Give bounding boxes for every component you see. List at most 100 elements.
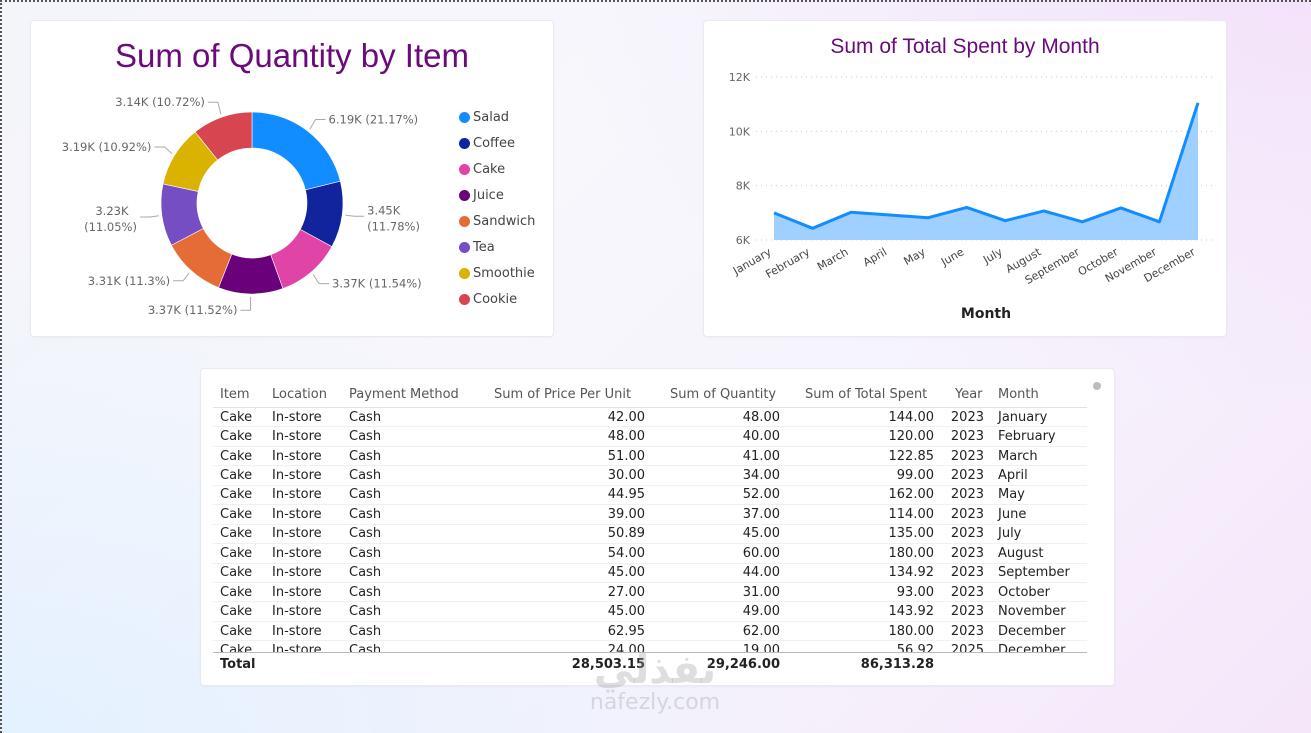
table-cell: Cash [349,506,382,522]
data-point-may[interactable] [925,215,931,221]
legend-item-coffee[interactable]: Coffee [459,130,535,156]
donut-slice-cookie[interactable] [194,111,253,161]
legend-item-cake[interactable]: Cake [459,156,535,182]
table-visual[interactable]: Item Location Payment Method Sum of Price P… [201,369,1114,685]
line-series[interactable] [773,102,1200,230]
table-cell: 135.00 [888,526,935,542]
donut-leader-line [309,119,326,130]
data-point-june[interactable] [964,204,970,210]
donut-chart-visual[interactable]: Sum of Quantity by Item 6.19K (21.17%) 3.… [31,21,553,336]
data-point-november[interactable] [1156,219,1162,225]
legend-dot-icon [459,137,470,149]
donut-data-label: 6.19K (21.17%) [329,113,419,127]
table-cell: 48.00 [742,409,780,425]
table-cell: 162.00 [888,487,935,503]
table-cell: 44.95 [607,487,645,503]
table-row[interactable]: Cake In-store Cash 45.00 49.00 143.92 2023 Nove… [213,602,1087,622]
table-cell: 2023 [950,526,984,542]
table-cell: September [998,565,1070,581]
table-cell: 180.00 [888,545,935,561]
area-fill [774,102,1198,240]
table-cell: 51.00 [607,448,645,464]
table-cell: 39.00 [607,506,645,522]
table-row[interactable]: Cake In-store Cash 54.00 60.00 180.00 2023 Augu… [213,544,1087,564]
table-cell: 143.92 [888,604,935,620]
table-cell: 42.00 [607,409,645,425]
table-cell: January [998,409,1048,425]
table-row[interactable]: Cake In-store Cash 62.95 62.00 180.00 2023 Dece… [213,622,1087,642]
legend-item-smoothie[interactable]: Smoothie [459,260,535,286]
legend-label: Cookie [473,291,518,307]
table-cell: Cake [220,526,253,542]
data-point-february[interactable] [810,225,816,231]
column-header[interactable]: Location [272,386,327,402]
table-total-row: Total 28,503.15 29,246.00 86,313.28 [213,652,1087,676]
table-cell: In-store [272,623,322,639]
column-header[interactable]: Month [998,386,1039,402]
legend-item-salad[interactable]: Salad [459,104,535,130]
data-point-october[interactable] [1118,205,1124,211]
data-point-march[interactable] [848,209,854,215]
table-cell: 48.00 [607,429,645,445]
legend-item-juice[interactable]: Juice [459,182,535,208]
data-point-december[interactable] [1195,100,1201,106]
data-point-january[interactable] [771,210,777,216]
table-cell: 45.00 [607,565,645,581]
data-point-july[interactable] [1002,218,1008,224]
table-cell: In-store [272,642,322,652]
table-cell: In-store [272,565,322,581]
table-scrollbar-thumb[interactable] [1093,382,1101,390]
donut-data-label: 3.14K (10.72%) [115,95,205,109]
column-header[interactable]: Payment Method [349,386,459,402]
x-tick-label: April [861,245,889,269]
column-header[interactable]: Sum of Price Per Unit [494,386,632,402]
x-tick-label: March [815,245,851,273]
line-chart-visual[interactable]: Sum of Total Spent by Month 6K 8K 10K 12K Ja… [704,21,1226,336]
column-header[interactable]: Sum of Quantity [670,386,777,402]
table-row[interactable]: Cake In-store Cash 24.00 19.00 56.92 2025 Decem… [213,641,1087,652]
table-row[interactable]: Cake In-store Cash 30.00 34.00 99.00 2023 April [213,466,1087,486]
data-point-august[interactable] [1041,208,1047,214]
column-header[interactable]: Item [220,386,250,402]
table-row[interactable]: Cake In-store Cash 27.00 31.00 93.00 2023 Octob… [213,583,1087,603]
table-cell: 50.89 [607,526,645,542]
donut-leader-line [173,272,190,282]
table-row[interactable]: Cake In-store Cash 45.00 44.00 134.92 2023 Sept… [213,564,1087,583]
legend-dot-icon [459,267,470,279]
table-cell: June [998,506,1027,522]
table-row[interactable]: Cake In-store Cash 39.00 37.00 114.00 2023 June [213,505,1087,525]
table-cell: 2023 [950,506,984,522]
table-row[interactable]: Cake In-store Cash 51.00 41.00 122.85 2023 Marc… [213,447,1087,467]
table-cell: 62.00 [742,623,780,639]
legend-item-sandwich[interactable]: Sandwich [459,208,535,234]
table-cell: December [998,642,1066,652]
watermark-latin: nafezly.com [589,690,721,715]
line-chart-title: Sum of Total Spent by Month [830,35,1100,58]
table-row[interactable]: Cake In-store Cash 48.00 40.00 120.00 2023 Febr… [213,427,1087,447]
data-point-april[interactable] [887,212,893,218]
table-cell: 2023 [950,409,984,425]
table-body[interactable]: Cake In-store Cash 42.00 48.00 144.00 2023 Janu… [213,408,1087,652]
table-row[interactable]: Cake In-store Cash 50.89 45.00 135.00 2023 July [213,525,1087,545]
data-point-september[interactable] [1079,219,1085,225]
donut-leader-line [312,274,330,285]
legend-label: Sandwich [473,213,536,229]
column-header[interactable]: Sum of Total Spent [805,386,928,402]
legend-item-cookie[interactable]: Cookie [459,286,535,312]
x-tick-label: June [938,245,966,269]
table-cell: November [998,604,1066,620]
column-header[interactable]: Year [955,386,983,402]
table-row[interactable]: Cake In-store Cash 44.95 52.00 162.00 2023 May [213,486,1087,506]
y-tick-label: 10K [729,125,751,138]
donut-slice-salad[interactable] [251,111,341,191]
table-cell: 31.00 [742,584,780,600]
table-cell: 34.00 [742,468,780,484]
table-row[interactable]: Cake In-store Cash 42.00 48.00 144.00 2023 Janu… [213,408,1087,428]
legend-item-tea[interactable]: Tea [459,234,535,260]
table-cell: Cash [349,565,382,581]
table-cell: 19.00 [742,642,780,652]
y-tick-label: 6K [736,234,751,247]
donut-data-label-percent: (11.78%) [367,219,420,233]
donut-legend: Salad Coffee Cake Juice Sandwich Tea Smoothie C… [459,104,535,312]
table-cell: 62.95 [607,623,645,639]
